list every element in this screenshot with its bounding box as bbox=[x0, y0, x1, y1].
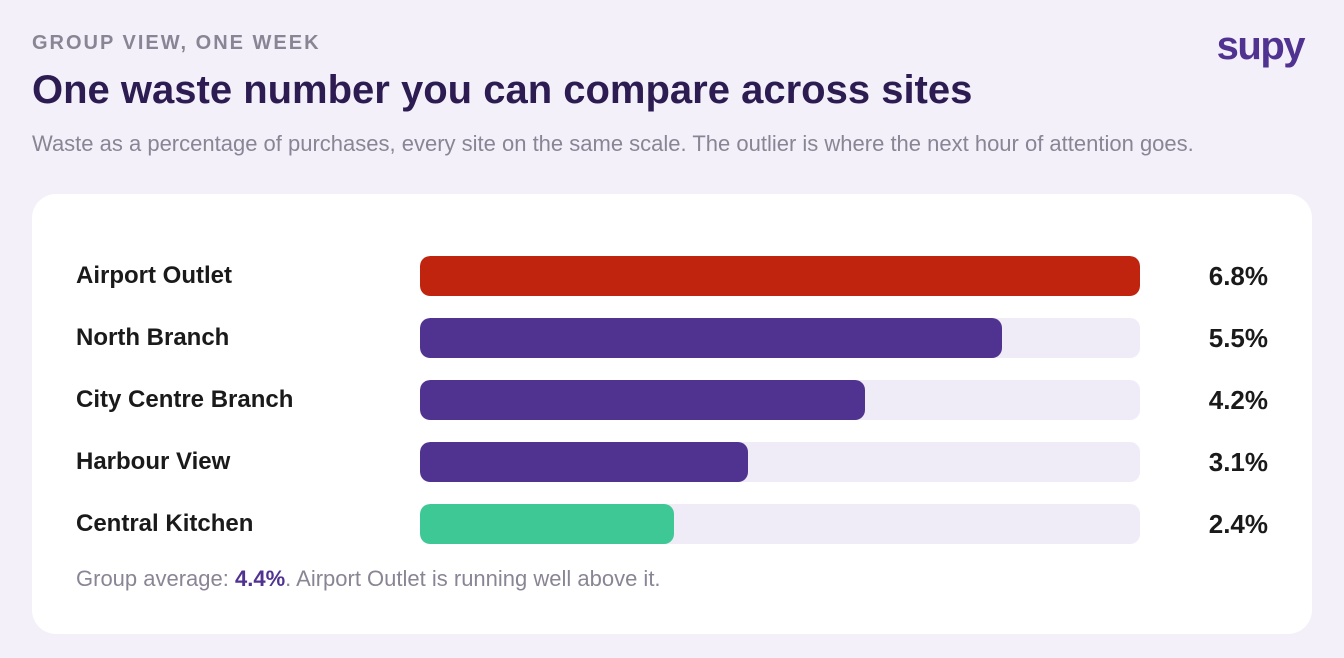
bar-label: Airport Outlet bbox=[76, 262, 232, 289]
bar-track bbox=[420, 318, 1140, 358]
bar-airport-outlet bbox=[420, 256, 1140, 296]
bar-label: Harbour View bbox=[76, 448, 231, 475]
bar-value-label: 2.4% bbox=[1208, 509, 1268, 539]
bar-north-branch bbox=[420, 318, 1002, 358]
bar-value-label: 3.1% bbox=[1208, 447, 1268, 477]
group-average-note: Group average: 4.4%. Airport Outlet is r… bbox=[76, 566, 661, 592]
page-title: One waste number you can compare across … bbox=[32, 68, 973, 112]
bar-value-label: 4.2% bbox=[1208, 385, 1268, 415]
bar-central-kitchen bbox=[420, 504, 674, 544]
bar-value-label: 6.8% bbox=[1208, 261, 1268, 291]
footnote-prefix: Group average: bbox=[76, 566, 235, 591]
bar-label: Central Kitchen bbox=[76, 510, 254, 537]
bar-row-city-centre-branch: City Centre Branch 4.2% bbox=[76, 380, 1268, 420]
eyebrow: GROUP VIEW, ONE WEEK bbox=[32, 32, 321, 54]
chart-card: Airport Outlet 6.8% North Branch 5.5% City C… bbox=[32, 194, 1312, 634]
bar-harbour-view bbox=[420, 442, 748, 482]
bar-row-airport-outlet: Airport Outlet 6.8% bbox=[76, 256, 1268, 296]
bar-row-harbour-view: Harbour View 3.1% bbox=[76, 442, 1268, 482]
group-average-value: 4.4% bbox=[234, 566, 286, 591]
bar-track bbox=[420, 442, 1140, 482]
bar-label: City Centre Branch bbox=[76, 386, 294, 413]
page-subtitle: Waste as a percentage of purchases, ever… bbox=[32, 131, 1194, 156]
bar-value-label: 5.5% bbox=[1208, 323, 1268, 353]
supy-logo: supy bbox=[1216, 24, 1306, 68]
bar-row-north-branch: North Branch 5.5% bbox=[76, 318, 1268, 358]
bar-track bbox=[420, 504, 1140, 544]
bar-track bbox=[420, 256, 1140, 296]
bar-track bbox=[420, 380, 1140, 420]
bar-label: North Branch bbox=[76, 324, 230, 351]
bar-row-central-kitchen: Central Kitchen 2.4% bbox=[76, 504, 1268, 544]
bar-city-centre-branch bbox=[420, 380, 865, 420]
footnote-suffix: . Airport Outlet is running well above i… bbox=[285, 566, 661, 591]
